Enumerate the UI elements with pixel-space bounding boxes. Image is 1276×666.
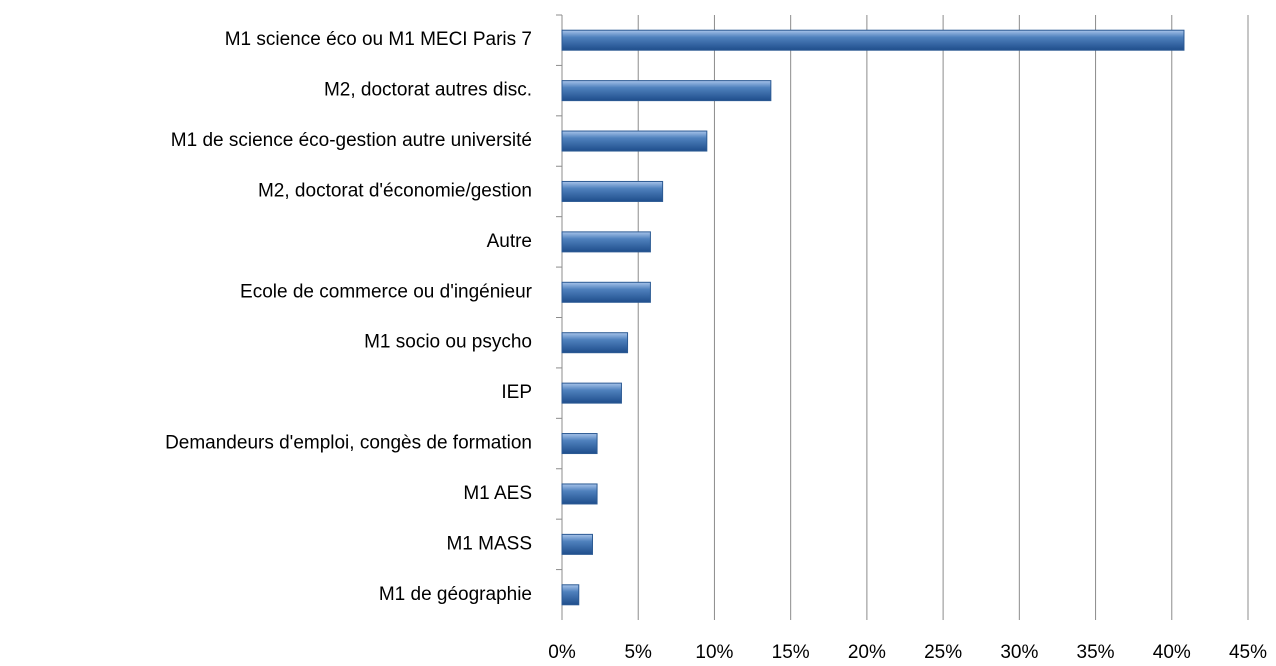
- bar: [561, 130, 708, 152]
- bar: [561, 80, 772, 102]
- bar: [561, 483, 598, 505]
- x-tick-label: 35%: [1077, 642, 1115, 663]
- bar: [561, 332, 629, 354]
- x-tick-label: 15%: [772, 642, 810, 663]
- bar: [561, 584, 580, 606]
- y-tick-label: Demandeurs d'emploi, congès de formation: [165, 433, 532, 454]
- x-tick-label: 20%: [848, 642, 886, 663]
- x-tick-label: 30%: [1000, 642, 1038, 663]
- x-tick-label: 25%: [924, 642, 962, 663]
- y-tick-label: M2, doctorat d'économie/gestion: [258, 180, 532, 201]
- x-tick-label: 40%: [1153, 642, 1191, 663]
- x-tick-label: 45%: [1229, 642, 1267, 663]
- y-tick-label: IEP: [501, 382, 532, 403]
- bar: [561, 433, 598, 455]
- bar: [561, 533, 593, 555]
- y-tick-label: Ecole de commerce ou d'ingénieur: [240, 281, 533, 302]
- y-tick-label: M1 de géographie: [379, 584, 532, 605]
- y-tick-label: M2, doctorat autres disc.: [324, 80, 532, 101]
- y-tick-label: M1 AES: [463, 483, 532, 504]
- x-tick-label: 0%: [548, 642, 576, 663]
- bar: [561, 180, 664, 202]
- bar: [561, 281, 651, 303]
- x-tick-label: 5%: [624, 642, 652, 663]
- y-tick-label: M1 socio ou psycho: [364, 332, 532, 353]
- x-tick-label: 10%: [695, 642, 733, 663]
- y-tick-label: M1 de science éco-gestion autre universi…: [171, 130, 532, 151]
- y-tick-label: M1 science éco ou M1 MECI Paris 7: [225, 29, 532, 50]
- y-tick-label: M1 MASS: [446, 533, 532, 554]
- y-tick-label: Autre: [487, 231, 532, 252]
- bar: [561, 231, 651, 253]
- bar: [561, 382, 622, 404]
- bar: [561, 29, 1185, 51]
